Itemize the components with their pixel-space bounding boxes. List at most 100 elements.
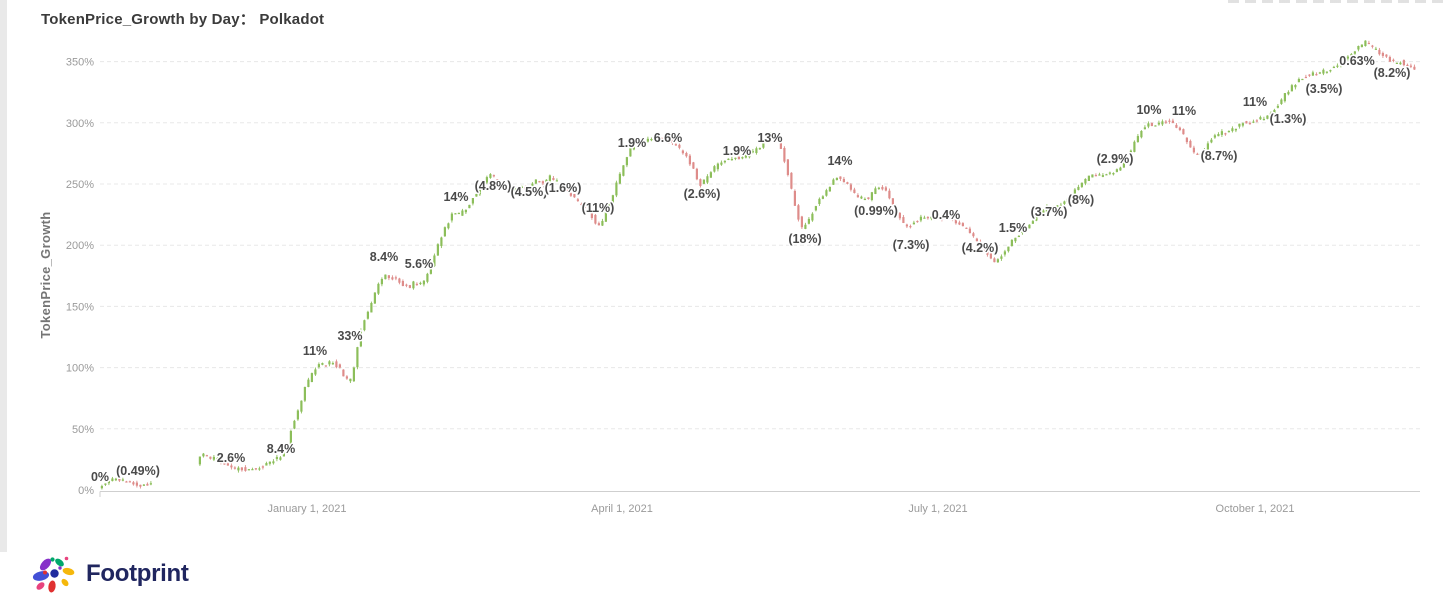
candle[interactable]	[447, 223, 450, 229]
candle[interactable]	[328, 361, 331, 365]
candle[interactable]	[1318, 72, 1321, 74]
candle[interactable]	[720, 162, 723, 165]
candle[interactable]	[1395, 62, 1398, 64]
candle[interactable]	[1084, 178, 1087, 184]
candle[interactable]	[804, 224, 807, 229]
candle[interactable]	[478, 189, 481, 195]
candle[interactable]	[198, 456, 201, 465]
candle[interactable]	[363, 320, 366, 331]
candle[interactable]	[639, 141, 642, 143]
candle[interactable]	[793, 190, 796, 206]
candle[interactable]	[545, 179, 548, 183]
candle[interactable]	[1168, 120, 1171, 122]
candle[interactable]	[989, 253, 992, 259]
candle[interactable]	[786, 159, 789, 175]
candle[interactable]	[1367, 42, 1370, 45]
candle[interactable]	[573, 194, 576, 198]
candle[interactable]	[678, 144, 681, 148]
candle[interactable]	[723, 160, 726, 163]
candle[interactable]	[503, 186, 506, 191]
candle[interactable]	[692, 162, 695, 169]
candle[interactable]	[982, 246, 985, 251]
candle[interactable]	[979, 241, 982, 246]
candle[interactable]	[888, 190, 891, 199]
candle[interactable]	[755, 148, 758, 154]
candle[interactable]	[552, 178, 555, 180]
candle[interactable]	[1276, 105, 1279, 108]
candle[interactable]	[468, 204, 471, 209]
candle[interactable]	[1262, 118, 1265, 121]
candle[interactable]	[877, 187, 880, 189]
candle[interactable]	[590, 212, 593, 219]
candle[interactable]	[548, 175, 551, 181]
candle[interactable]	[776, 135, 779, 138]
candle[interactable]	[944, 216, 947, 218]
candle[interactable]	[1203, 150, 1206, 155]
candle[interactable]	[506, 190, 509, 193]
candle[interactable]	[104, 483, 107, 485]
candle[interactable]	[1332, 66, 1335, 69]
candle[interactable]	[114, 478, 117, 481]
candle[interactable]	[527, 186, 530, 192]
candle[interactable]	[933, 216, 936, 219]
candle[interactable]	[520, 186, 523, 188]
candle[interactable]	[1175, 124, 1178, 128]
candle[interactable]	[1105, 174, 1108, 176]
candle[interactable]	[1269, 112, 1272, 115]
candle[interactable]	[1409, 65, 1412, 67]
candle[interactable]	[100, 486, 103, 489]
candle[interactable]	[531, 183, 534, 187]
candle[interactable]	[510, 188, 513, 192]
candle[interactable]	[1101, 175, 1104, 177]
candle[interactable]	[496, 179, 499, 182]
candle[interactable]	[874, 188, 877, 194]
candle[interactable]	[881, 186, 884, 190]
candle[interactable]	[762, 141, 765, 148]
candle[interactable]	[1294, 85, 1297, 88]
candle[interactable]	[1364, 40, 1367, 47]
candle[interactable]	[716, 163, 719, 170]
candle[interactable]	[1000, 256, 1003, 259]
candle[interactable]	[615, 182, 618, 196]
candle[interactable]	[1119, 167, 1122, 171]
candle[interactable]	[968, 228, 971, 233]
candle[interactable]	[660, 138, 663, 140]
candle[interactable]	[569, 193, 572, 196]
candle[interactable]	[926, 217, 929, 219]
candle[interactable]	[832, 179, 835, 185]
candle[interactable]	[513, 187, 516, 191]
candle[interactable]	[1406, 64, 1409, 67]
candle[interactable]	[1381, 53, 1384, 56]
candle[interactable]	[349, 378, 352, 382]
candle[interactable]	[1220, 131, 1223, 135]
candle[interactable]	[951, 218, 954, 221]
candle[interactable]	[1325, 71, 1328, 73]
candle[interactable]	[653, 138, 656, 141]
candle[interactable]	[1399, 62, 1402, 65]
candle[interactable]	[706, 176, 709, 183]
candle[interactable]	[891, 198, 894, 206]
candle[interactable]	[286, 444, 289, 453]
candle[interactable]	[1350, 53, 1353, 57]
candle[interactable]	[1024, 226, 1027, 233]
candle[interactable]	[741, 157, 744, 159]
candle[interactable]	[433, 255, 436, 267]
candle[interactable]	[1343, 58, 1346, 61]
candle[interactable]	[632, 142, 635, 150]
candle[interactable]	[986, 250, 989, 255]
candle[interactable]	[1091, 174, 1094, 178]
candle[interactable]	[1028, 224, 1031, 229]
candle[interactable]	[1042, 210, 1045, 215]
candle[interactable]	[415, 283, 418, 286]
candle[interactable]	[965, 227, 968, 229]
candle[interactable]	[1290, 85, 1293, 92]
candle[interactable]	[1094, 175, 1097, 177]
candle[interactable]	[930, 216, 933, 219]
candle[interactable]	[1192, 147, 1195, 153]
candle[interactable]	[132, 482, 135, 485]
candle[interactable]	[625, 157, 628, 166]
candle[interactable]	[769, 134, 772, 138]
candle[interactable]	[240, 467, 243, 471]
candle[interactable]	[695, 168, 698, 180]
candle[interactable]	[811, 213, 814, 221]
